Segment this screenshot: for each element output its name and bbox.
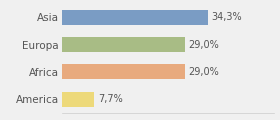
Text: 7,7%: 7,7% bbox=[98, 94, 123, 104]
Bar bbox=[62, 64, 185, 79]
Text: 34,3%: 34,3% bbox=[211, 12, 242, 22]
Text: 29,0%: 29,0% bbox=[188, 40, 219, 50]
Text: 29,0%: 29,0% bbox=[188, 67, 219, 77]
Bar bbox=[62, 10, 207, 25]
Bar bbox=[62, 37, 185, 52]
Bar bbox=[62, 92, 94, 107]
